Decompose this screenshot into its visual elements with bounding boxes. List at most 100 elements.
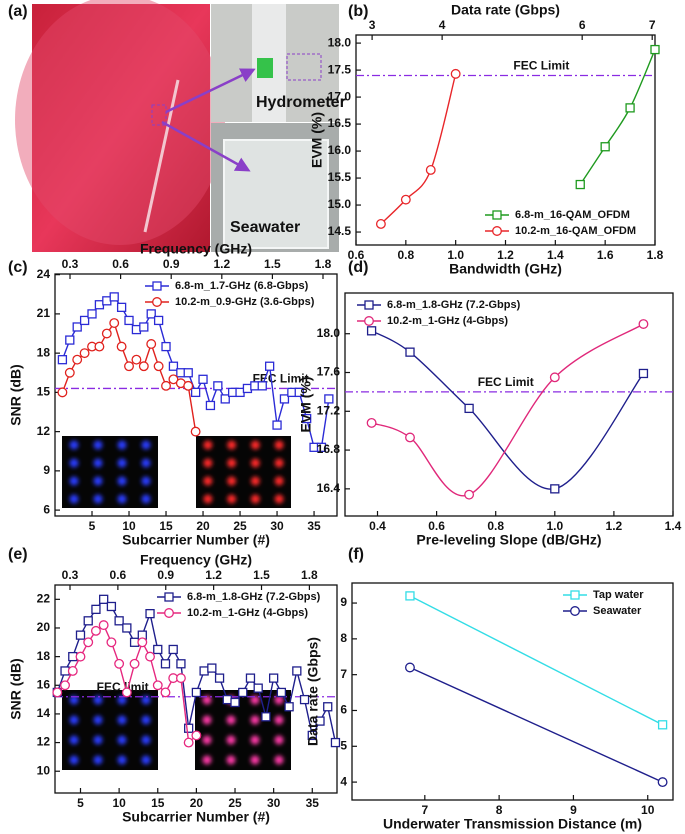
constellation-point xyxy=(141,715,151,725)
y-tick-label: 12 xyxy=(37,424,51,438)
legend-marker xyxy=(492,210,502,220)
y-tick-label: 9 xyxy=(43,463,50,477)
x-axis-title: Subcarrier Number (#) xyxy=(122,532,270,548)
data-point xyxy=(106,637,117,648)
x-tick-label: 0.8 xyxy=(487,519,504,533)
data-point xyxy=(65,335,75,345)
data-point xyxy=(257,381,267,391)
data-point xyxy=(122,623,132,633)
data-point xyxy=(90,625,101,636)
data-point xyxy=(160,687,171,698)
constellation-point xyxy=(69,715,79,725)
data-point xyxy=(323,702,333,712)
x-tick-label: 0.6 xyxy=(348,248,365,262)
constellation-point xyxy=(141,458,151,468)
panel-label: (b) xyxy=(348,3,368,20)
constellation-point xyxy=(250,440,260,450)
x-tick-label: 1.0 xyxy=(447,248,464,262)
panel: (c) 5 10 15 20 25 30 35 6 9 12 15 18 21 24 0.3 0.6 0.9 1.2… xyxy=(8,241,338,548)
constellation-point xyxy=(141,695,151,705)
data-point xyxy=(657,777,668,788)
y-tick-label: 8 xyxy=(340,631,347,645)
x-tick-label: 20 xyxy=(190,796,204,810)
constellation-point xyxy=(117,715,127,725)
legend-marker xyxy=(164,608,174,618)
data-point xyxy=(425,165,436,175)
legend-label: 10.2-m_1-GHz (4-Gbps) xyxy=(387,315,508,327)
y-tick-label: 17.6 xyxy=(317,365,341,379)
data-point xyxy=(184,723,194,733)
panel-label: (a) xyxy=(8,3,28,20)
y-axis-title: SNR (dB) xyxy=(8,658,24,719)
legend-label: Tap water xyxy=(593,589,644,601)
y-tick-label: 10 xyxy=(37,763,51,777)
constellation-point xyxy=(274,695,284,705)
photo-highlight xyxy=(151,104,167,126)
x-tick-label: 20 xyxy=(196,519,210,533)
x-tick-label: 7 xyxy=(421,803,428,817)
y-tick-label: 16.4 xyxy=(317,481,341,495)
x2-axis-title: Data rate (Gbps) xyxy=(451,2,560,18)
legend-label: 10.2-m_0.9-GHz (3.6-Gbps) xyxy=(175,296,315,308)
data-point xyxy=(161,380,171,391)
y-tick-label: 6 xyxy=(340,703,347,717)
y-tick-label: 17.5 xyxy=(328,62,352,76)
legend-label: 6.8-m_1.8-GHz (7.2-Gbps) xyxy=(187,591,321,603)
photo-arrow xyxy=(165,68,256,114)
constellation-inset xyxy=(62,690,158,770)
y-tick-label: 9 xyxy=(340,595,347,609)
data-point xyxy=(176,659,186,669)
photo-hydrometer-floating xyxy=(143,79,180,233)
data-point xyxy=(57,387,68,398)
y-tick-label: 12 xyxy=(37,735,51,749)
y-tick-label: 7 xyxy=(340,667,347,681)
x-axis-title: Bandwidth (GHz) xyxy=(449,261,562,277)
data-point xyxy=(405,347,415,357)
x2-tick-label: 1.2 xyxy=(213,257,230,271)
photo-arrow xyxy=(161,120,251,172)
data-point xyxy=(146,339,157,349)
constellation-point xyxy=(203,494,213,504)
data-point xyxy=(98,620,109,631)
data-point xyxy=(400,194,411,205)
constellation-point xyxy=(69,440,79,450)
constellation-point xyxy=(141,476,151,486)
x-tick-label: 30 xyxy=(270,519,284,533)
data-point xyxy=(575,179,585,190)
y-tick-label: 18 xyxy=(37,649,51,663)
constellation-point xyxy=(227,476,237,486)
data-point xyxy=(253,683,263,693)
data-point xyxy=(302,413,312,424)
y-tick-label: 16.5 xyxy=(328,116,352,130)
series-line xyxy=(380,73,457,225)
legend-label: 10.2-m_1-GHz (4-Gbps) xyxy=(187,607,308,619)
data-point xyxy=(190,387,201,398)
x-tick-label: 5 xyxy=(77,796,84,810)
data-point xyxy=(91,604,101,615)
x-axis-title: Pre-leveling Slope (dB/GHz) xyxy=(416,532,601,548)
constellation-point xyxy=(69,458,79,468)
data-point xyxy=(183,380,194,391)
data-point xyxy=(153,315,164,326)
constellation-inset xyxy=(62,436,158,508)
x-tick-label: 8 xyxy=(496,803,503,817)
data-point xyxy=(72,354,83,365)
constellation-point xyxy=(226,715,236,725)
data-point xyxy=(60,680,70,691)
constellation-point xyxy=(274,715,284,725)
y-tick-label: 6 xyxy=(43,502,50,516)
y-tick-label: 17.2 xyxy=(317,403,341,417)
constellation-point xyxy=(117,695,127,705)
data-point xyxy=(205,400,216,411)
photo-label: Hydrometer xyxy=(256,94,346,111)
reference-label: FEC Limit xyxy=(478,375,534,389)
constellation-point xyxy=(93,715,103,725)
x2-axis-title: Frequency (GHz) xyxy=(140,552,252,568)
constellation-point xyxy=(141,735,151,745)
legend-marker xyxy=(492,226,502,236)
constellation-point xyxy=(274,494,284,504)
panel: (d) 0.4 0.6 0.8 1.0 1.2 1.4 16.4 16.8 17.2 17.6 18.… xyxy=(298,259,682,547)
x-tick-label: 0.4 xyxy=(369,519,386,533)
constellation-point xyxy=(226,755,236,765)
